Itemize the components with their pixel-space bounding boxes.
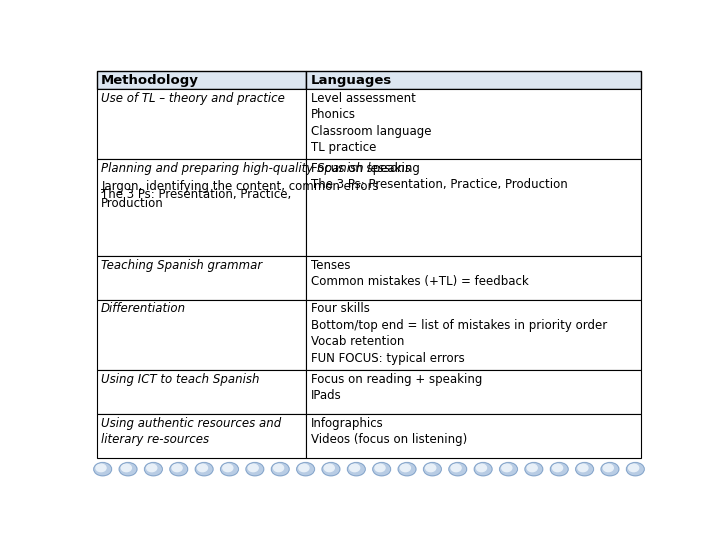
Circle shape (122, 464, 131, 471)
Bar (96, 255, 307, 300)
Circle shape (324, 464, 334, 471)
Circle shape (550, 463, 568, 476)
Circle shape (350, 464, 360, 471)
Bar (307, 71, 642, 89)
Circle shape (197, 464, 207, 471)
Circle shape (170, 463, 188, 476)
Text: Languages: Languages (311, 74, 392, 87)
Circle shape (629, 464, 639, 471)
Text: Production: Production (101, 197, 164, 210)
Circle shape (527, 464, 537, 471)
Bar (307, 255, 642, 300)
Circle shape (449, 463, 467, 476)
Text: Four skills
Bottom/top end = list of mistakes in priority order
Vocab retention
: Four skills Bottom/top end = list of mis… (311, 302, 607, 365)
Circle shape (195, 463, 213, 476)
Circle shape (246, 463, 264, 476)
Circle shape (94, 463, 112, 476)
Circle shape (502, 464, 512, 471)
Circle shape (248, 464, 258, 471)
Circle shape (299, 464, 309, 471)
Circle shape (603, 464, 613, 471)
Text: Methodology: Methodology (101, 74, 199, 87)
Bar (307, 414, 642, 458)
Bar (96, 71, 307, 89)
Circle shape (477, 464, 487, 471)
Text: Infographics
Videos (focus on listening): Infographics Videos (focus on listening) (311, 417, 467, 446)
Text: Use of TL – theory and practice: Use of TL – theory and practice (101, 91, 285, 105)
Circle shape (576, 463, 593, 476)
Bar (307, 159, 642, 255)
Circle shape (271, 463, 289, 476)
Text: The 3 Ps: Presentation, Practice,: The 3 Ps: Presentation, Practice, (101, 188, 292, 201)
Bar (96, 300, 307, 370)
Circle shape (373, 463, 391, 476)
Circle shape (423, 463, 441, 476)
Bar (96, 414, 307, 458)
Circle shape (578, 464, 588, 471)
Text: Planning and preparing high-quality Spanish lessons: Planning and preparing high-quality Span… (101, 162, 411, 175)
Circle shape (552, 464, 562, 471)
Circle shape (222, 464, 233, 471)
Circle shape (601, 463, 619, 476)
Circle shape (322, 463, 340, 476)
Circle shape (375, 464, 385, 471)
Text: Teaching Spanish grammar: Teaching Spanish grammar (101, 259, 262, 272)
Text: Differentiation: Differentiation (101, 302, 186, 315)
Circle shape (347, 463, 365, 476)
Text: Tenses
Common mistakes (+TL) = feedback: Tenses Common mistakes (+TL) = feedback (311, 259, 528, 288)
Circle shape (626, 463, 644, 476)
Text: Jargon, identifying the content, common errors: Jargon, identifying the content, common … (101, 179, 379, 192)
Circle shape (274, 464, 284, 471)
Text: Focus on speaking
The 3 Ps: Presentation, Practice, Production: Focus on speaking The 3 Ps: Presentation… (311, 162, 567, 191)
Circle shape (172, 464, 182, 471)
Circle shape (500, 463, 518, 476)
Text: Focus on reading + speaking
IPads: Focus on reading + speaking IPads (311, 373, 482, 402)
Circle shape (147, 464, 157, 471)
Bar (307, 370, 642, 414)
Circle shape (297, 463, 315, 476)
Circle shape (96, 464, 106, 471)
Bar (307, 300, 642, 370)
Circle shape (426, 464, 436, 471)
Text: Level assessment
Phonics
Classroom language
TL practice: Level assessment Phonics Classroom langu… (311, 91, 431, 154)
Bar (96, 89, 307, 159)
Circle shape (145, 463, 162, 476)
Bar (96, 370, 307, 414)
Circle shape (474, 463, 492, 476)
Circle shape (525, 463, 543, 476)
Circle shape (400, 464, 410, 471)
Circle shape (451, 464, 461, 471)
Circle shape (398, 463, 416, 476)
Bar (96, 159, 307, 255)
Bar (307, 89, 642, 159)
Text: Using authentic resources and
literary re-sources: Using authentic resources and literary r… (101, 417, 282, 446)
Circle shape (220, 463, 238, 476)
Circle shape (119, 463, 137, 476)
Text: Using ICT to teach Spanish: Using ICT to teach Spanish (101, 373, 260, 386)
